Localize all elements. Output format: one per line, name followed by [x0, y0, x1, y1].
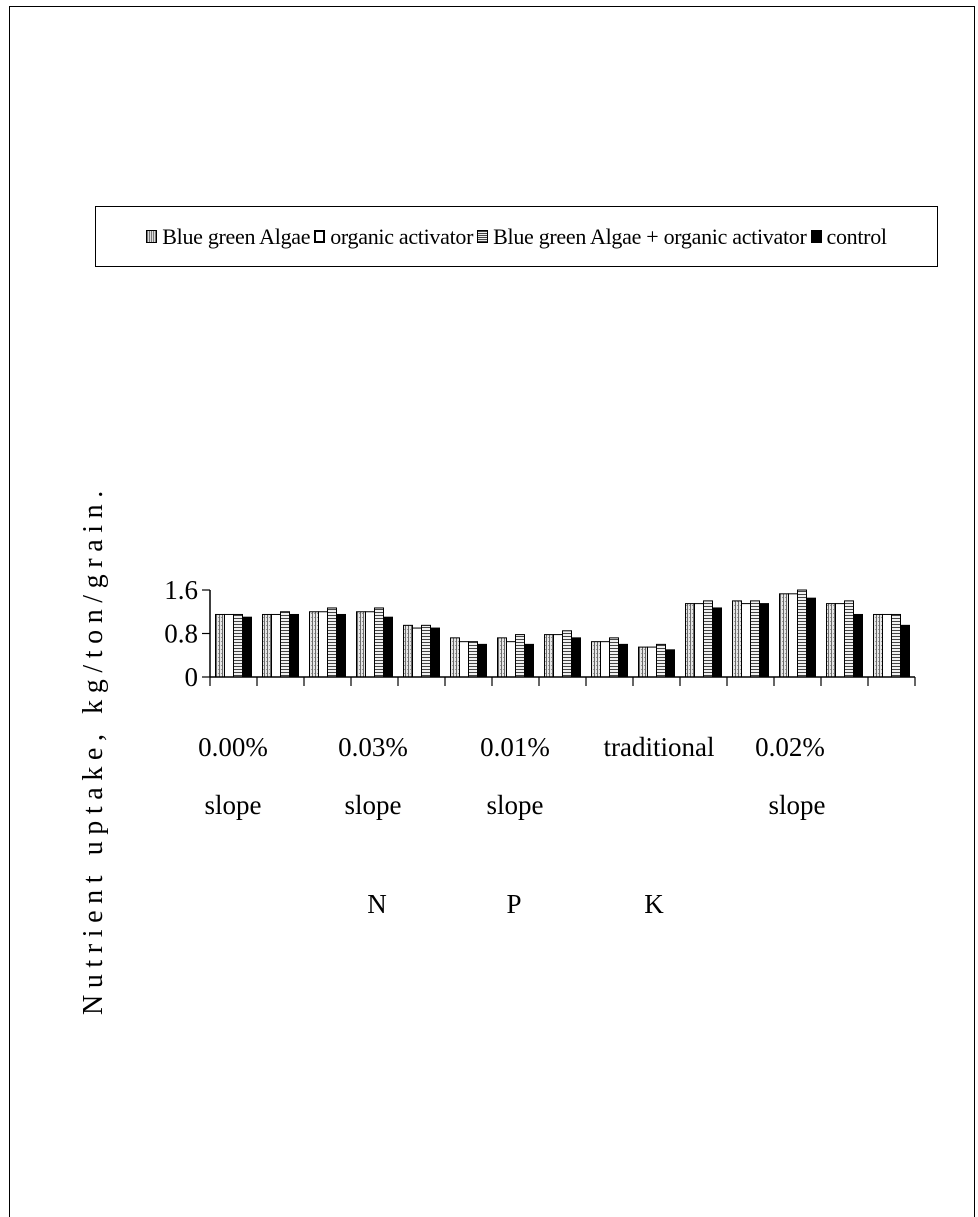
legend-label: Blue green Algae + organic activator [493, 223, 807, 249]
legend-item-control: control [810, 223, 888, 250]
legend-swatch-organic-activator [314, 230, 326, 243]
legend-swatch-combined [477, 230, 489, 243]
legend-item-blue-green-algae: Blue green Algae [146, 223, 311, 250]
legend-item-organic-activator: organic activator [314, 224, 473, 250]
legend-swatch-control [810, 230, 822, 243]
y-axis-label: Nutrient uptake, kg/ton/grain. [78, 484, 109, 1015]
legend-item-combined: Blue green Algae + organic activator [477, 223, 807, 250]
chart-legend: Blue green Algae organic activator Blue … [95, 206, 938, 267]
legend-swatch-blue-green-algae [146, 230, 158, 243]
legend-label: Blue green Algae [162, 223, 311, 249]
chart-frame [9, 6, 975, 1217]
legend-label: organic activator [330, 223, 474, 249]
legend-label: control [826, 223, 888, 249]
